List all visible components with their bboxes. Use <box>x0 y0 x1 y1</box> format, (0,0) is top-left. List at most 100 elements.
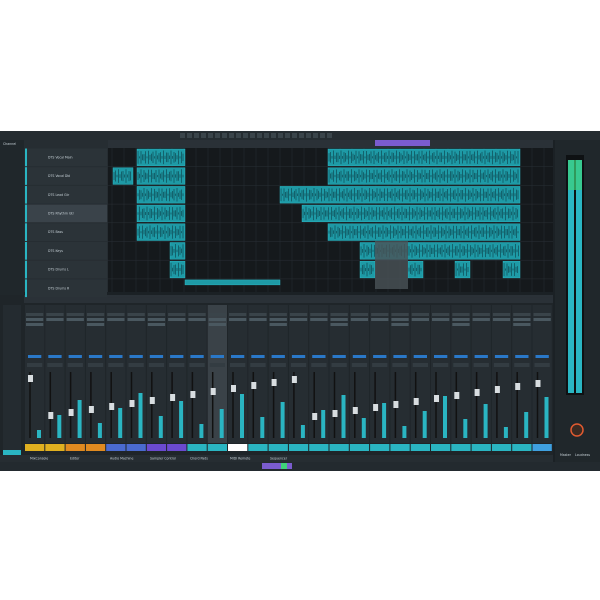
channel-name[interactable] <box>410 444 430 451</box>
channel-name[interactable] <box>370 444 390 451</box>
button-row[interactable] <box>250 363 266 367</box>
routing-slot[interactable] <box>147 313 166 316</box>
button-row[interactable] <box>108 363 124 367</box>
fader-cap[interactable] <box>88 406 94 413</box>
toolbar-button[interactable] <box>215 133 220 138</box>
button-row[interactable] <box>47 363 63 367</box>
audio-clip[interactable] <box>184 279 281 286</box>
toolbar-button[interactable] <box>194 133 199 138</box>
button-row[interactable] <box>514 363 530 367</box>
button-row[interactable] <box>27 363 43 367</box>
button-row[interactable] <box>87 363 104 367</box>
insert-slot[interactable] <box>269 318 287 321</box>
toolbar-button[interactable] <box>250 133 255 138</box>
bottom-tab[interactable]: Editor <box>70 457 80 461</box>
toolbar-button[interactable] <box>271 133 276 138</box>
track-header[interactable] <box>25 148 107 167</box>
pan-knob[interactable] <box>515 355 529 358</box>
routing-slot[interactable] <box>208 313 226 316</box>
toolbar-button[interactable] <box>208 133 213 138</box>
routing-slot[interactable] <box>330 313 348 316</box>
track-header[interactable] <box>25 204 107 223</box>
insert-slot[interactable] <box>452 323 470 326</box>
insert-slot[interactable] <box>310 318 328 321</box>
button-row[interactable] <box>351 363 368 367</box>
routing-slot[interactable] <box>371 313 389 316</box>
pan-knob[interactable] <box>373 355 387 358</box>
pan-knob[interactable] <box>48 355 62 358</box>
toolbar-button[interactable] <box>264 133 269 138</box>
toolbar-button[interactable] <box>180 133 185 138</box>
fader-cap[interactable] <box>454 392 460 399</box>
pan-knob[interactable] <box>494 355 509 358</box>
insert-slot[interactable] <box>66 318 84 321</box>
button-row[interactable] <box>331 363 347 367</box>
channel-name[interactable] <box>349 444 370 451</box>
audio-clip[interactable] <box>136 204 186 223</box>
fader-cap[interactable] <box>109 403 115 410</box>
insert-slot[interactable] <box>26 318 44 321</box>
button-row[interactable] <box>493 363 510 367</box>
toolbar-button[interactable] <box>236 133 241 138</box>
channel-name[interactable] <box>25 444 45 451</box>
audio-clip[interactable] <box>136 186 186 204</box>
toolbar-button[interactable] <box>327 133 332 138</box>
toolbar-button[interactable] <box>278 133 283 138</box>
insert-slot[interactable] <box>391 318 409 321</box>
insert-slot[interactable] <box>46 318 64 321</box>
bottom-tab[interactable]: MIDI Remote <box>230 457 250 461</box>
audio-clip[interactable] <box>279 186 521 204</box>
track-header[interactable] <box>25 223 107 241</box>
pan-knob[interactable] <box>312 355 326 358</box>
button-row[interactable] <box>67 363 83 367</box>
channel-name[interactable] <box>532 444 552 451</box>
button-row[interactable] <box>534 363 550 367</box>
button-row[interactable] <box>270 363 286 367</box>
insert-slot[interactable] <box>350 318 369 321</box>
track-header[interactable] <box>25 260 107 279</box>
routing-slot[interactable] <box>269 313 287 316</box>
pan-knob[interactable] <box>434 355 448 358</box>
pan-knob[interactable] <box>454 355 468 358</box>
pan-knob[interactable] <box>170 355 184 358</box>
insert-slot[interactable] <box>289 318 308 321</box>
fader-cap[interactable] <box>434 395 439 402</box>
insert-slot[interactable] <box>330 318 348 321</box>
bottom-tab[interactable]: Sequencer <box>270 457 288 461</box>
insert-slot[interactable] <box>492 318 511 321</box>
button-row[interactable] <box>453 363 469 367</box>
insert-slot[interactable] <box>411 318 429 321</box>
button-row[interactable] <box>473 363 489 367</box>
routing-slot[interactable] <box>513 313 531 316</box>
pan-knob[interactable] <box>28 355 42 358</box>
insert-slot[interactable] <box>432 318 450 321</box>
bottom-tab[interactable]: Chord Pads <box>190 457 208 461</box>
pan-knob[interactable] <box>291 355 306 358</box>
audio-clip[interactable] <box>327 223 521 241</box>
channel-name[interactable] <box>512 444 532 451</box>
toolbar-button[interactable] <box>201 133 206 138</box>
fader-cap[interactable] <box>535 380 541 387</box>
button-row[interactable] <box>433 363 449 367</box>
pan-knob[interactable] <box>129 355 143 358</box>
insert-slot[interactable] <box>452 318 470 321</box>
insert-slot[interactable] <box>513 323 531 326</box>
routing-slot[interactable] <box>350 313 369 316</box>
toolbar-button[interactable] <box>243 133 248 138</box>
channel-name[interactable] <box>491 444 512 451</box>
fader-cap[interactable] <box>515 383 521 390</box>
fader-cap[interactable] <box>129 400 135 407</box>
transport-controls[interactable] <box>262 463 292 469</box>
fader-cap[interactable] <box>190 391 196 398</box>
insert-slot[interactable] <box>147 318 166 321</box>
fader-cap[interactable] <box>48 412 54 419</box>
toolbar-button[interactable] <box>285 133 290 138</box>
channel-name[interactable] <box>390 444 410 451</box>
toolbar-button[interactable] <box>320 133 325 138</box>
insert-slot[interactable] <box>147 323 166 326</box>
button-row[interactable] <box>290 363 307 367</box>
channel-name[interactable] <box>45 444 65 451</box>
routing-slot[interactable] <box>310 313 328 316</box>
insert-slot[interactable] <box>208 323 226 326</box>
pan-knob[interactable] <box>190 355 204 358</box>
